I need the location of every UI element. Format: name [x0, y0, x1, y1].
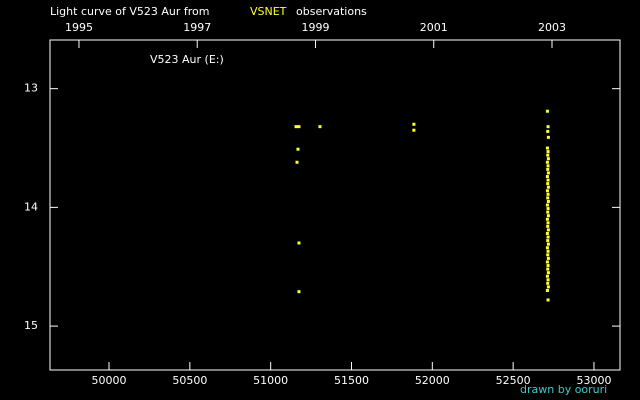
data-point: [545, 203, 549, 207]
credit: drawn by ooruri: [520, 383, 607, 396]
data-point: [545, 146, 549, 150]
data-point: [546, 164, 550, 168]
x-tick-label: 50500: [172, 374, 207, 387]
data-point: [546, 171, 550, 175]
data-point: [297, 290, 301, 294]
x-tick-label: 50000: [92, 374, 127, 387]
data-point: [545, 160, 549, 164]
data-point: [412, 122, 416, 126]
data-point: [545, 274, 549, 278]
data-point: [546, 256, 550, 260]
data-point: [545, 246, 549, 250]
x2-tick-label: 2001: [420, 21, 448, 34]
data-point: [546, 167, 550, 171]
data-point: [546, 135, 550, 139]
data-point: [546, 150, 550, 154]
x2-tick-label: 1997: [183, 21, 211, 34]
data-point: [546, 178, 550, 182]
y-tick-label: 13: [24, 82, 38, 95]
data-point: [546, 182, 550, 186]
data-point: [546, 271, 550, 275]
data-point: [545, 109, 549, 113]
data-point: [546, 153, 550, 157]
data-point: [297, 125, 301, 129]
title-suffix: observations: [296, 5, 367, 18]
data-point: [296, 147, 300, 151]
data-point: [545, 217, 549, 221]
x-tick-label: 51000: [253, 374, 288, 387]
data-point: [546, 210, 550, 214]
data-point: [545, 175, 549, 179]
y-tick-label: 15: [24, 319, 38, 332]
chart-title: Light curve of V523 Aur from: [50, 5, 210, 18]
data-point: [546, 221, 550, 225]
data-point: [546, 199, 550, 203]
data-point: [546, 264, 550, 268]
data-point: [295, 160, 299, 164]
x2-tick-label: 1995: [65, 21, 93, 34]
y-tick-label: 14: [24, 200, 38, 213]
data-point: [546, 285, 550, 289]
data-point: [546, 224, 550, 228]
x2-tick-label: 2003: [538, 21, 566, 34]
source-name: VSNET: [250, 5, 287, 18]
data-point: [546, 192, 550, 196]
x-tick-label: 52000: [415, 374, 450, 387]
x2-tick-label: 1999: [301, 21, 329, 34]
data-point: [412, 128, 416, 132]
data-point: [546, 253, 550, 257]
data-point: [546, 278, 550, 282]
data-point: [546, 185, 550, 189]
data-point: [546, 298, 550, 302]
data-point: [546, 235, 550, 239]
x-tick-label: 53000: [576, 374, 611, 387]
data-point: [546, 214, 550, 218]
plot-frame: [49, 39, 621, 371]
data-point: [546, 125, 550, 129]
data-point: [545, 189, 549, 193]
data-point: [546, 249, 550, 253]
data-point: [545, 260, 549, 264]
data-point: [294, 125, 298, 129]
data-point: [318, 125, 322, 129]
data-point: [546, 228, 550, 232]
data-point: [546, 242, 550, 246]
x-tick-label: 52500: [496, 374, 531, 387]
data-point: [546, 281, 550, 285]
data-point: [546, 239, 550, 243]
data-point: [545, 231, 549, 235]
star-label: V523 Aur (E:): [150, 53, 224, 66]
data-point: [546, 267, 550, 271]
x-tick-label: 51500: [334, 374, 369, 387]
data-point: [546, 157, 550, 161]
data-point: [546, 129, 550, 133]
data-point: [297, 241, 301, 245]
data-point: [546, 207, 550, 211]
data-point: [545, 288, 549, 292]
data-point: [546, 196, 550, 200]
